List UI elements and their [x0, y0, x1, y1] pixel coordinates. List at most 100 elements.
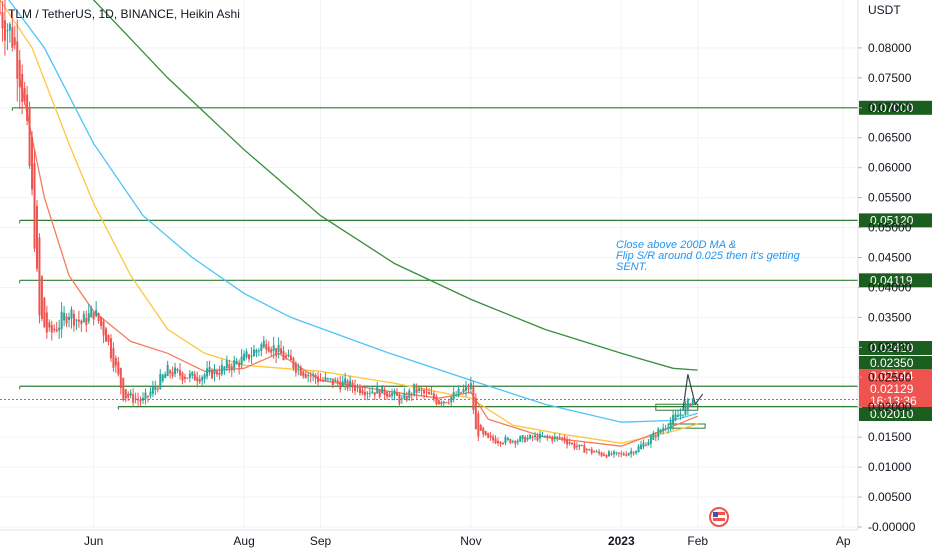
- candle-body: [48, 322, 51, 328]
- candle-body: [255, 349, 258, 353]
- ma-blue-line: [8, 0, 698, 423]
- candle-body: [297, 367, 300, 369]
- candle-body: [529, 434, 532, 439]
- annotation-line: Flip S/R around 0.025 then it's getting: [616, 250, 801, 262]
- candle-body: [408, 390, 411, 399]
- candle-body: [420, 389, 423, 391]
- candle-body: [314, 374, 317, 379]
- candle-body: [464, 385, 467, 391]
- candle-body: [282, 351, 285, 360]
- candle-body: [368, 393, 371, 395]
- candle-body: [58, 327, 61, 331]
- candle-body: [206, 368, 209, 377]
- candle-body: [617, 452, 620, 454]
- price-label-bg: [859, 407, 932, 421]
- candle-body: [583, 445, 586, 453]
- candle-body: [171, 371, 174, 377]
- candle-body: [548, 436, 551, 438]
- candle-body: [215, 371, 218, 375]
- candle-body: [575, 445, 578, 448]
- candle-body: [149, 391, 152, 396]
- candle-body: [600, 452, 603, 456]
- moving-averages: [0, 0, 698, 447]
- support-resistance-lines: [0, 107, 858, 429]
- candle-body: [132, 394, 135, 403]
- candle-body: [657, 428, 660, 437]
- candle-body: [477, 413, 480, 437]
- candle-body: [625, 454, 628, 456]
- candle-body: [60, 311, 63, 329]
- candle-body: [595, 451, 598, 453]
- x-tick-label: Feb: [687, 534, 708, 548]
- candle-body: [302, 371, 305, 377]
- candle-body: [270, 349, 273, 353]
- candle-body: [240, 356, 243, 365]
- candle-body: [43, 297, 46, 328]
- y-tick-label: 0.03500: [868, 310, 912, 324]
- candle-body: [277, 344, 280, 352]
- candle-body: [339, 381, 342, 390]
- candle-body: [615, 452, 618, 454]
- candle-body: [556, 436, 559, 438]
- candle-body: [109, 338, 112, 359]
- y-tick-label: 0.08000: [868, 41, 912, 55]
- candle-body: [129, 392, 132, 396]
- candle-body: [383, 389, 386, 395]
- candle-body: [640, 444, 643, 450]
- price-label-bg: [859, 369, 932, 383]
- candle-body: [531, 436, 534, 438]
- candle-body: [193, 373, 196, 381]
- candle-body: [317, 376, 320, 383]
- candle-body: [289, 355, 292, 361]
- candle-body: [415, 389, 418, 393]
- candle-body: [450, 396, 453, 403]
- candle-body: [499, 441, 502, 445]
- candle-body: [38, 237, 41, 316]
- candle-body: [405, 396, 408, 401]
- price-label-bg: [859, 356, 932, 370]
- candle-body: [275, 348, 278, 356]
- candle-body: [243, 353, 246, 361]
- candle-body: [280, 348, 283, 354]
- price-scale-labels: 0.024200.023500.021440.0212916:13:360.02…: [859, 100, 932, 421]
- candle-body: [203, 374, 206, 379]
- candle-body: [388, 394, 391, 398]
- candle-body: [198, 379, 201, 382]
- candle-body: [55, 329, 58, 332]
- candle-body: [386, 392, 389, 397]
- candle-body: [445, 402, 448, 404]
- y-tick-label: 0.01000: [868, 460, 912, 474]
- candle-body: [546, 435, 549, 438]
- candle-body: [321, 380, 324, 382]
- sr-label-bg: [859, 213, 932, 228]
- candle-body: [8, 24, 11, 31]
- candle-body: [620, 453, 623, 455]
- candle-body: [63, 312, 66, 321]
- candle-body: [105, 328, 108, 342]
- flag-icon[interactable]: [709, 507, 729, 527]
- candle-body: [585, 449, 588, 451]
- candle-body: [319, 379, 322, 381]
- candle-body: [662, 428, 665, 432]
- candle-body: [538, 433, 541, 439]
- candle-body: [381, 385, 384, 394]
- candle-body: [309, 375, 312, 377]
- candle-body: [257, 350, 260, 352]
- candle-body: [521, 435, 524, 439]
- axes: 0.08000 0.07500 0.07000 0.06500 0.06000 0.055…: [0, 0, 916, 548]
- candle-body: [588, 449, 591, 451]
- candle-body: [432, 393, 435, 400]
- y-tick-label: 0.03000: [868, 340, 912, 354]
- candle-body: [87, 313, 90, 322]
- candle-body: [514, 441, 517, 444]
- candle-body: [159, 373, 162, 389]
- y-tick-label: 0.06000: [868, 161, 912, 175]
- candle-body: [460, 392, 463, 394]
- candle-body: [285, 355, 287, 358]
- candle-body: [18, 60, 21, 88]
- candle-body: [536, 436, 539, 441]
- candle-body: [627, 453, 630, 456]
- candle-body: [248, 354, 251, 360]
- candle-body: [376, 386, 379, 394]
